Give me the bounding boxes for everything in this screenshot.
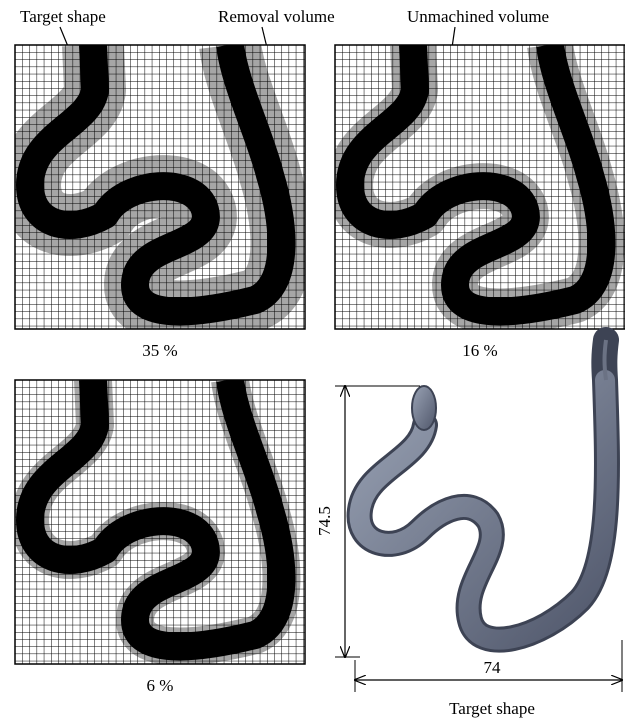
snake-render	[360, 340, 607, 640]
dim-height: 74.5	[315, 506, 334, 536]
voxel-grid	[335, 45, 625, 329]
voxel-grid	[15, 380, 305, 664]
panel-caption: 6 %	[147, 676, 174, 695]
voxel-panels: 35 % 16 % 6 %	[15, 45, 625, 695]
label-removal: Removal volume	[218, 7, 335, 26]
voxel-grid	[15, 45, 305, 329]
render-caption: Target shape	[449, 699, 535, 718]
panel-caption: 16 %	[462, 341, 497, 360]
figure: Target shape Removal volume Unmachined v…	[0, 0, 625, 722]
voxel-panel: 35 %	[15, 45, 305, 360]
voxel-content	[335, 45, 625, 329]
voxel-content	[15, 45, 305, 329]
label-unmachined: Unmachined volume	[407, 7, 549, 26]
label-target: Target shape	[20, 7, 106, 26]
voxel-content	[15, 380, 305, 664]
voxel-panel: 16 %	[335, 45, 625, 360]
panel-caption: 35 %	[142, 341, 177, 360]
dim-width: 74	[484, 658, 502, 677]
voxel-panel: 6 %	[15, 380, 305, 695]
